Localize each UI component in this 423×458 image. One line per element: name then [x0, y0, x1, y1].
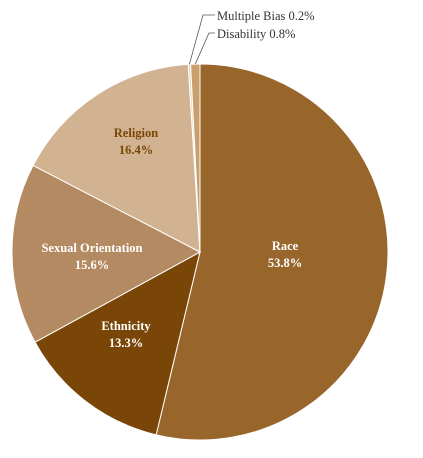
callout-line-multiple-bias	[188, 14, 215, 65]
slice-value-ethnicity: 13.3%	[109, 336, 143, 350]
pie-slices	[11, 63, 389, 441]
slice-label-religion: Religion	[114, 126, 158, 140]
pie-labels: Race 53.8% Ethnicity 13.3% Sexual Orientatio…	[41, 9, 314, 350]
slice-value-religion: 16.4%	[119, 143, 153, 157]
slice-label-race: Race	[272, 239, 299, 253]
slice-label-sexual-orientation: Sexual Orientation	[41, 241, 142, 255]
pie-slice-ethnicity	[34, 251, 201, 436]
callout-label-disability: Disability 0.8%	[217, 27, 295, 41]
callout-label-multiple-bias: Multiple Bias 0.2%	[217, 9, 315, 23]
pie-slice-disability	[190, 63, 201, 253]
pie-slice-sexual-orientation	[11, 164, 202, 343]
pie-slice-race	[155, 63, 389, 441]
slice-value-sexual-orientation: 15.6%	[75, 258, 109, 272]
slice-label-ethnicity: Ethnicity	[101, 319, 151, 333]
slice-value-race: 53.8%	[268, 256, 302, 270]
callout-line-disability	[194, 32, 215, 65]
pie-slice-religion	[32, 63, 201, 253]
